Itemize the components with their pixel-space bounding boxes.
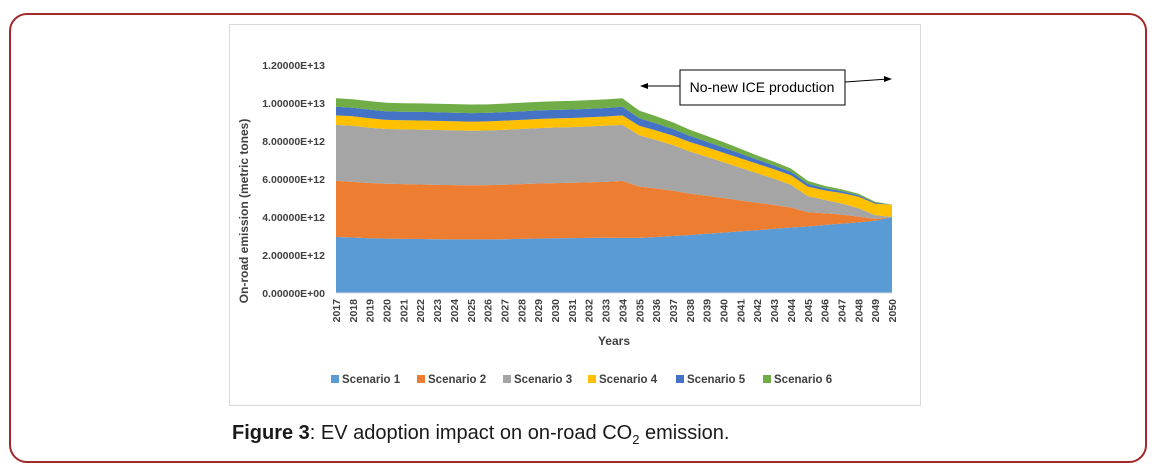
x-tick-label: 2044 [786,299,798,323]
x-tick-label: 2038 [685,299,697,323]
x-tick-label: 2046 [820,299,832,323]
x-axis-title: Years [598,334,630,348]
series-areas [336,98,892,293]
y-axis: 0.00000E+00 2.00000E+12 4.00000E+12 6.00000… [262,60,325,300]
x-tick-label: 2033 [601,299,613,323]
legend-label-scenario-6: Scenario 6 [774,374,832,386]
x-tick-label: 2047 [836,299,848,323]
area-chart: 0.00000E+00 2.00000E+12 4.00000E+12 6.00000… [237,60,899,386]
y-tick-label: 4.00000E+12 [262,212,325,224]
legend-swatch-scenario-3 [503,375,511,383]
x-tick-label: 2041 [735,299,747,323]
annotation-arrowhead-right [884,76,892,82]
y-tick-label: 0.00000E+00 [262,288,325,300]
annotation-arrowhead-left [640,83,648,89]
x-tick-label: 2034 [617,299,629,323]
annotation: No-new ICE production [640,69,892,106]
x-tick-label: 2022 [415,299,427,323]
x-tick-label: 2028 [516,299,528,323]
x-tick-label: 2024 [449,299,461,323]
y-axis-title: On-road emission (metric tones) [237,119,251,304]
x-tick-label: 2042 [752,299,764,323]
y-tick-label: 6.00000E+12 [262,174,325,186]
x-tick-label: 2049 [870,299,882,323]
y-tick-label: 1.00000E+13 [262,98,325,110]
x-tick-label: 2040 [719,299,731,323]
legend: Scenario 1 Scenario 2 Scenario 3 Scenario 4… [331,374,832,386]
x-tick-label: 2020 [382,299,394,323]
x-tick-label: 2039 [702,299,714,323]
area-scenario-5 [336,106,892,205]
figure-caption: Figure 3: EV adoption impact on on-road … [232,422,729,447]
annotation-box [679,69,846,106]
legend-label-scenario-3: Scenario 3 [514,374,572,386]
legend-swatch-scenario-1 [331,375,339,383]
x-tick-label: 2029 [533,299,545,323]
x-tick-label: 2023 [432,299,444,323]
legend-label-scenario-1: Scenario 1 [342,374,401,386]
x-tick-label: 2031 [567,299,579,323]
x-tick-label: 2032 [584,299,596,323]
legend-swatch-scenario-6 [763,375,771,383]
x-tick-label: 2035 [634,299,646,323]
x-tick-label: 2027 [499,299,511,323]
y-tick-label: 2.00000E+12 [262,250,325,262]
x-tick-label: 2043 [769,299,781,323]
x-tick-label: 2050 [887,299,899,323]
x-tick-label: 2021 [398,299,410,323]
x-tick-label: 2036 [651,299,663,323]
x-tick-label: 2045 [803,299,815,323]
chart-container: 0.00000E+00 2.00000E+12 4.00000E+12 6.00000… [229,24,921,406]
y-tick-label: 1.20000E+13 [262,60,325,72]
area-scenario-2 [336,180,892,240]
caption-text-end: emission. [639,422,730,444]
legend-swatch-scenario-5 [676,375,684,383]
x-tick-label: 2019 [365,299,377,323]
area-scenario-6 [336,98,892,205]
caption-text: : EV adoption impact on on-road CO [309,422,633,444]
figure-label: Figure 3 [232,422,310,444]
x-tick-label: 2048 [853,299,865,323]
area-scenario-4 [336,115,892,217]
x-tick-label: 2037 [668,299,680,323]
x-axis: 2017 2018 2019 2020 2021 2022 2023 2024 2025 2026… [331,292,899,323]
x-tick-label: 2017 [331,299,343,323]
annotation-text: No-new ICE production [690,79,835,95]
x-tick-label: 2026 [483,299,495,323]
caption-subscript: 2 [632,432,640,447]
area-scenario-1 [336,217,892,293]
area-scenario-3 [336,124,892,219]
x-tick-label: 2030 [550,299,562,323]
legend-swatch-scenario-2 [417,375,425,383]
x-tick-label: 2018 [348,299,360,323]
x-tick-label: 2025 [466,299,478,323]
legend-swatch-scenario-4 [588,375,596,383]
legend-label-scenario-2: Scenario 2 [428,374,486,386]
legend-label-scenario-5: Scenario 5 [687,374,746,386]
legend-label-scenario-4: Scenario 4 [599,374,658,386]
y-tick-label: 8.00000E+12 [262,136,325,148]
annotation-arrow-right [844,78,889,83]
